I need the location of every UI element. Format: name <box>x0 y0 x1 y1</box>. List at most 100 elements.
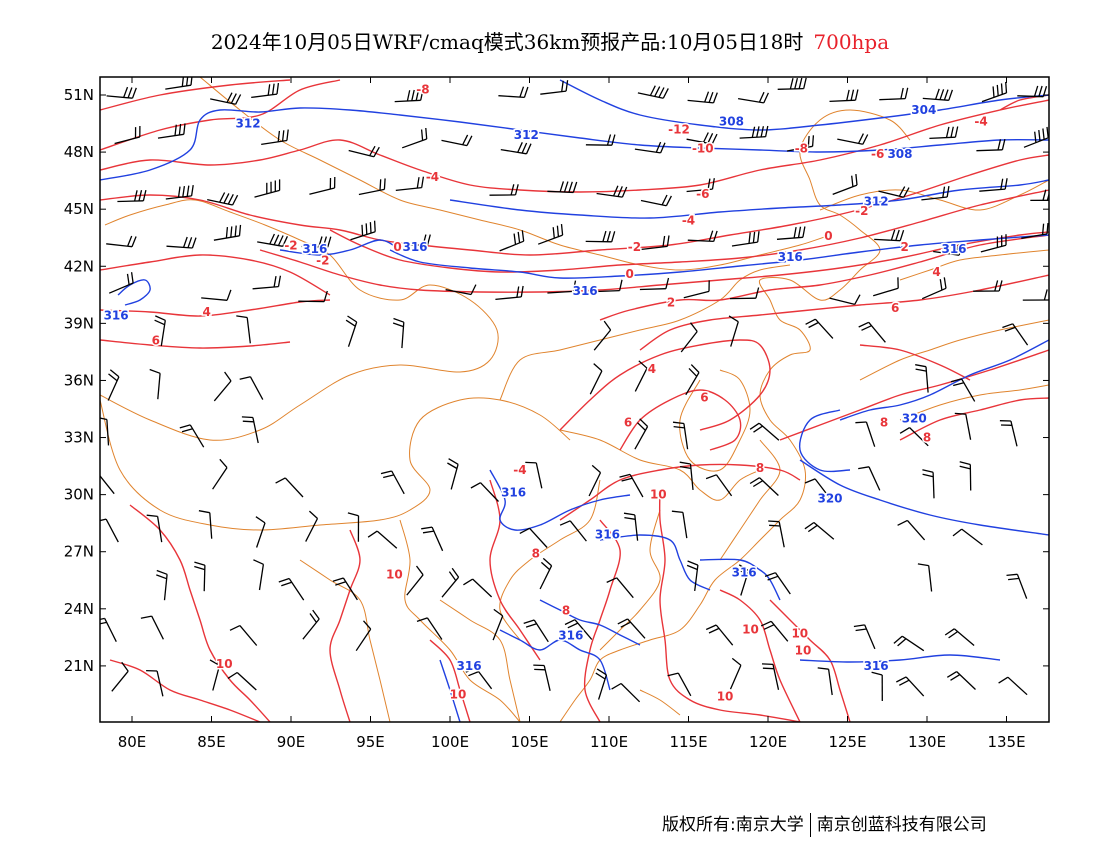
wind-barb <box>680 322 698 353</box>
wind-barb <box>634 360 648 392</box>
wind-barb <box>998 676 1028 696</box>
wind-barb <box>255 516 266 548</box>
isotherm-line <box>899 397 1049 441</box>
temperature-label: 8 <box>756 461 764 475</box>
isotherm-line <box>100 99 1049 193</box>
wind-barb <box>871 671 883 702</box>
wind-barb <box>922 469 935 499</box>
wind-barb <box>764 572 791 595</box>
wind-barb <box>595 668 608 700</box>
wind-barb <box>832 174 858 196</box>
geopotential-label: 316 <box>864 659 889 673</box>
wind-barb <box>933 244 964 256</box>
wind-barb <box>640 194 672 207</box>
isotherm-line <box>559 339 771 431</box>
isotherm-line <box>639 274 1049 351</box>
temperature-label: 0 <box>824 229 832 243</box>
isotherm-line <box>259 231 1049 293</box>
isotherm-line <box>100 79 341 151</box>
wind-barb <box>100 417 110 446</box>
wind-barb <box>100 617 117 642</box>
wind-barb <box>447 458 459 490</box>
wind-barb <box>463 578 493 598</box>
wind-barb <box>495 285 524 301</box>
wind-barb <box>1002 323 1029 346</box>
wind-barb <box>492 608 504 641</box>
temperature-label: 10 <box>795 644 812 658</box>
temperature-label: -2 <box>628 240 641 254</box>
geopotential-label: 320 <box>817 491 842 505</box>
temperature-label: 6 <box>700 391 708 405</box>
geopotential-line <box>559 79 1049 131</box>
border-line <box>199 77 831 271</box>
wind-barb <box>229 625 258 646</box>
wind-barb <box>107 369 120 401</box>
wind-barb <box>837 133 869 145</box>
wind-barb <box>749 477 779 496</box>
wind-barb <box>499 230 525 252</box>
wind-barb <box>705 624 734 646</box>
wind-barb <box>980 234 1007 253</box>
temperature-label: -2 <box>316 254 329 268</box>
lon-tick-label: 130E <box>908 733 946 751</box>
border-line <box>559 429 761 501</box>
wind-barb <box>1006 573 1028 599</box>
wind-barb <box>959 461 972 491</box>
wind-barb <box>879 87 909 101</box>
temperature-label: 6 <box>152 333 160 347</box>
temperature-label: 0 <box>393 240 401 254</box>
wind-barb <box>198 510 213 539</box>
wind-barb <box>179 424 205 448</box>
wind-barb <box>897 519 926 541</box>
wind-barb <box>768 520 785 548</box>
wind-barb <box>348 145 380 158</box>
wind-barb <box>275 477 304 498</box>
geopotential-label: 316 <box>778 250 803 264</box>
temperature-label: 10 <box>650 488 667 502</box>
wind-barb <box>641 235 670 251</box>
wind-barb <box>421 526 444 552</box>
wind-barb <box>686 560 699 591</box>
wind-barb <box>347 512 360 542</box>
geopotential-line <box>799 654 1001 663</box>
temperature-label: -4 <box>974 115 987 129</box>
wind-barb <box>786 135 815 152</box>
geopotential-label: 308 <box>719 115 744 129</box>
wind-barb <box>489 184 519 196</box>
border-line <box>439 599 521 722</box>
wind-barb <box>895 676 925 697</box>
temperature-label: -2 <box>855 204 868 218</box>
lon-tick-label: 115E <box>669 733 707 751</box>
wind-barb <box>804 521 835 540</box>
wind-barb <box>921 277 947 300</box>
wind-barb <box>671 510 688 539</box>
temperature-label: 4 <box>932 265 940 279</box>
wind-barb <box>559 520 587 542</box>
temperature-label: -4 <box>682 214 695 228</box>
geopotential-line <box>439 659 461 722</box>
wind-barb <box>634 141 666 154</box>
wind-barb <box>805 318 834 339</box>
lon-tick-label: 120E <box>749 733 787 751</box>
wind-barb <box>634 418 649 450</box>
wind-barb <box>302 609 320 640</box>
lat-tick-label: 33N <box>64 429 94 447</box>
wind-barb <box>367 530 398 549</box>
temperature-label: -8 <box>416 82 429 96</box>
wind-barb <box>667 672 692 697</box>
isotherm-line <box>583 519 621 722</box>
wind-barb <box>858 321 886 343</box>
temperature-label: 6 <box>624 415 632 429</box>
temperature-label: 8 <box>880 415 888 429</box>
geopotential-label: 316 <box>558 628 583 642</box>
wind-barb <box>441 567 460 598</box>
wind-barb <box>855 421 876 447</box>
wind-barb <box>416 617 443 640</box>
lat-tick-label: 21N <box>64 657 94 675</box>
wind-barb <box>737 91 769 104</box>
wind-barb <box>737 564 750 596</box>
wind-barb <box>1021 222 1049 239</box>
wind-barb <box>617 618 646 639</box>
border-line <box>719 439 781 561</box>
